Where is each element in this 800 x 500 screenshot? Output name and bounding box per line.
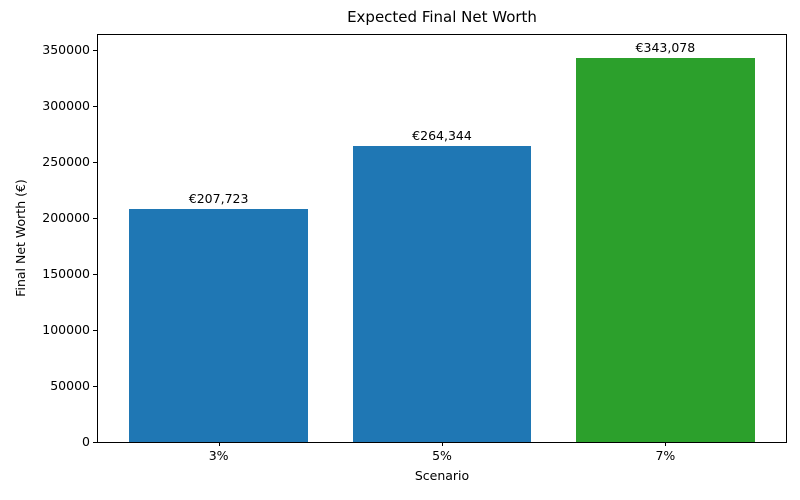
- bar-3%: [129, 209, 308, 442]
- x-tick-label: 3%: [208, 448, 229, 463]
- y-tick-mark: [93, 442, 97, 443]
- plot-area: €207,723 €264,344 €343,078: [97, 34, 787, 443]
- chart-title: Expected Final Net Worth: [347, 8, 537, 26]
- x-tick-label: 5%: [432, 448, 452, 463]
- bar-value-label: €264,344: [412, 127, 472, 143]
- x-tick-label: 7%: [655, 448, 676, 463]
- y-tick-mark: [93, 274, 97, 275]
- y-tick-mark: [93, 50, 97, 51]
- y-tick-mark: [93, 330, 97, 331]
- y-tick-label: 0: [82, 434, 90, 449]
- x-tick-mark: [442, 442, 443, 446]
- x-tick-mark: [218, 442, 220, 446]
- y-tick-label: 50000: [50, 378, 90, 393]
- y-tick-mark: [93, 386, 97, 387]
- y-tick-label: 100000: [42, 322, 90, 337]
- bar-5%: [352, 145, 532, 442]
- y-tick-label: 350000: [42, 42, 90, 57]
- bar-value-label: €207,723: [188, 191, 249, 207]
- y-tick-label: 250000: [42, 154, 90, 169]
- bar-value-label: €343,078: [635, 39, 696, 55]
- y-tick-mark: [93, 106, 97, 107]
- y-tick-label: 300000: [42, 98, 90, 113]
- y-tick-label: 150000: [42, 266, 90, 281]
- y-tick-mark: [93, 162, 97, 163]
- y-tick-mark: [93, 218, 97, 219]
- x-tick-mark: [665, 442, 667, 446]
- y-tick-label: 200000: [42, 210, 90, 225]
- bar-7%: [576, 57, 755, 442]
- x-axis-label: Scenario: [414, 468, 470, 483]
